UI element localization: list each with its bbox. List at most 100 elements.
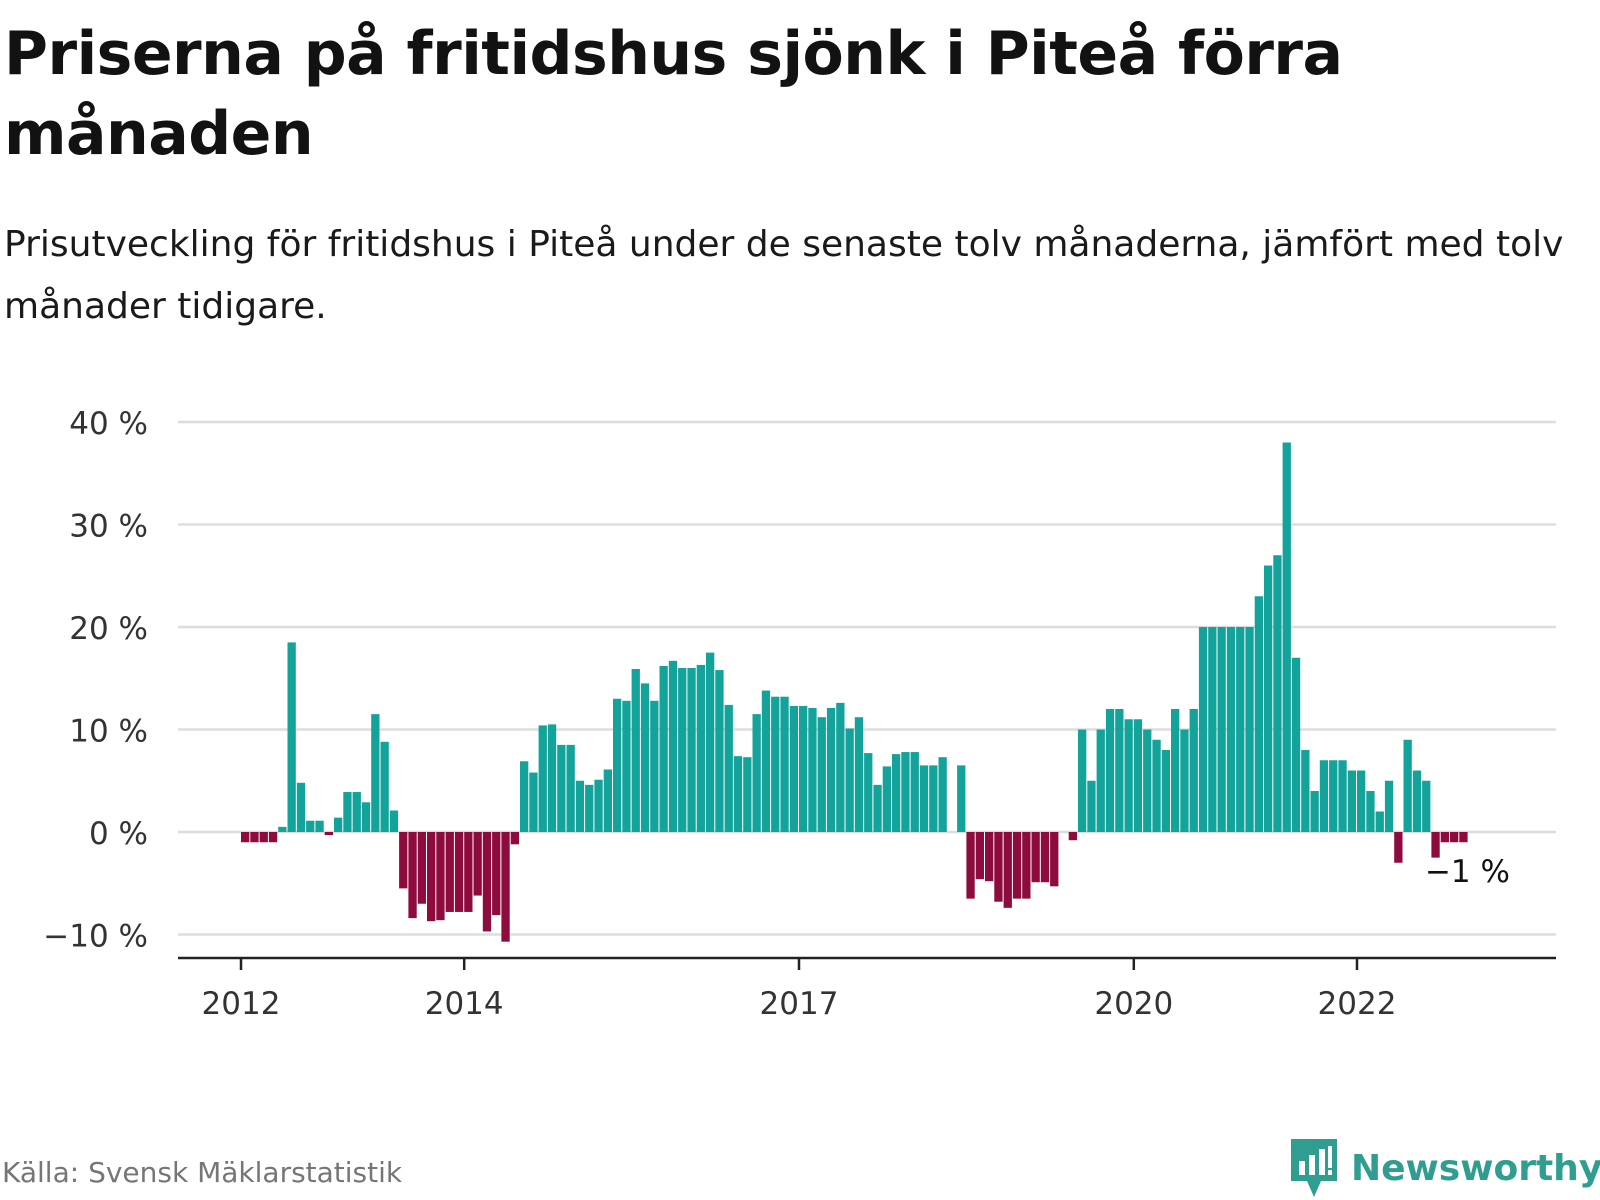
bar: [1450, 832, 1459, 843]
bar: [1115, 709, 1124, 832]
bar: [1329, 760, 1338, 832]
bar: [696, 664, 705, 832]
bar: [1217, 627, 1226, 832]
y-tick-label: −10 %: [43, 919, 148, 955]
bar: [966, 832, 975, 899]
bar: [324, 832, 333, 836]
bar: [1105, 709, 1115, 832]
bar: [482, 832, 492, 932]
bar: [1226, 627, 1236, 832]
bar: [892, 754, 901, 832]
bar: [1198, 627, 1208, 832]
chart-subtitle: Prisutveckling för fritidshus i Piteå un…: [4, 224, 1564, 327]
bar: [427, 832, 436, 922]
bar: [743, 757, 752, 832]
bar: [436, 832, 445, 921]
bar: [389, 810, 399, 832]
bar: [1459, 832, 1468, 843]
bar: [1319, 760, 1329, 832]
bar: [445, 832, 454, 912]
bar: [1180, 729, 1189, 832]
y-tick-label: 40 %: [69, 406, 148, 442]
bar: [454, 832, 464, 912]
bar: [1031, 832, 1040, 883]
bar: [343, 792, 352, 832]
x-axis: 2012 2014 2017 2020 2022: [178, 956, 1556, 1022]
bar: [668, 660, 678, 832]
bar-chart: 40 % 30 % 20 % 10 % 0 % −10 % 2012 2014 2017 202…: [43, 406, 1556, 1022]
bar: [464, 832, 473, 912]
bar: [1357, 770, 1366, 832]
bar: [659, 665, 668, 832]
bar: [826, 707, 836, 832]
bar: [901, 752, 910, 832]
bar: [538, 725, 547, 832]
x-tick-label: 2014: [425, 986, 504, 1022]
bar: [919, 765, 929, 832]
bar: [1087, 780, 1096, 832]
bar: [873, 784, 882, 832]
bar: [594, 779, 603, 832]
bar: [1078, 729, 1087, 832]
bar: [1133, 719, 1143, 832]
x-tick-label: 2012: [202, 986, 281, 1022]
bar: [510, 832, 519, 845]
bar: [557, 744, 566, 832]
bar: [1394, 832, 1403, 863]
bar: [250, 832, 259, 843]
bar: [1301, 750, 1310, 832]
bar: [1171, 709, 1180, 832]
bar: [854, 717, 864, 832]
bar: [724, 704, 733, 832]
bar: [1096, 729, 1105, 832]
bar: [268, 832, 278, 843]
bar: [296, 782, 306, 832]
bar: [1040, 832, 1050, 883]
bar: [529, 772, 538, 832]
bar: [1189, 709, 1198, 832]
bar: [817, 717, 826, 832]
bar: [864, 753, 873, 832]
last-value-label: −1 %: [1425, 854, 1510, 890]
source-note: Källa: Svensk Mäklarstatistik: [2, 1156, 403, 1189]
x-tick-label: 2020: [1094, 986, 1173, 1022]
bar: [789, 705, 798, 832]
bar: [361, 802, 371, 832]
bar: [278, 826, 287, 832]
bar: [910, 752, 919, 832]
bar: [882, 766, 891, 832]
bar: [585, 784, 594, 832]
bar: [771, 696, 780, 832]
brand-logo: Newsworthy: [1291, 1139, 1600, 1197]
bar: [994, 832, 1003, 902]
bar: [1291, 657, 1301, 832]
y-tick-label: 30 %: [69, 509, 148, 545]
bar: [1143, 729, 1152, 832]
bar: [287, 642, 296, 832]
bar: [1347, 770, 1356, 832]
bar: [678, 668, 687, 832]
bar: [492, 832, 501, 916]
bar: [1310, 791, 1319, 832]
bar: [1366, 791, 1375, 832]
bar: [1375, 811, 1384, 832]
x-tick-label: 2022: [1318, 986, 1397, 1022]
bar: [1236, 627, 1245, 832]
bar: [1431, 832, 1440, 858]
bar: [1338, 760, 1347, 832]
bar: [1161, 750, 1170, 832]
bar: [687, 668, 696, 832]
bar: [938, 757, 947, 832]
bar: [706, 652, 715, 832]
bar: [761, 690, 771, 832]
bar: [1412, 770, 1422, 832]
bar: [306, 820, 315, 832]
bar: [1254, 596, 1263, 832]
bar: [1273, 555, 1282, 832]
bar: [929, 765, 938, 832]
bar: [1384, 780, 1394, 832]
bar: [1440, 832, 1449, 843]
bar: [371, 714, 380, 832]
bars: [241, 442, 1468, 942]
bar: [1208, 627, 1217, 832]
